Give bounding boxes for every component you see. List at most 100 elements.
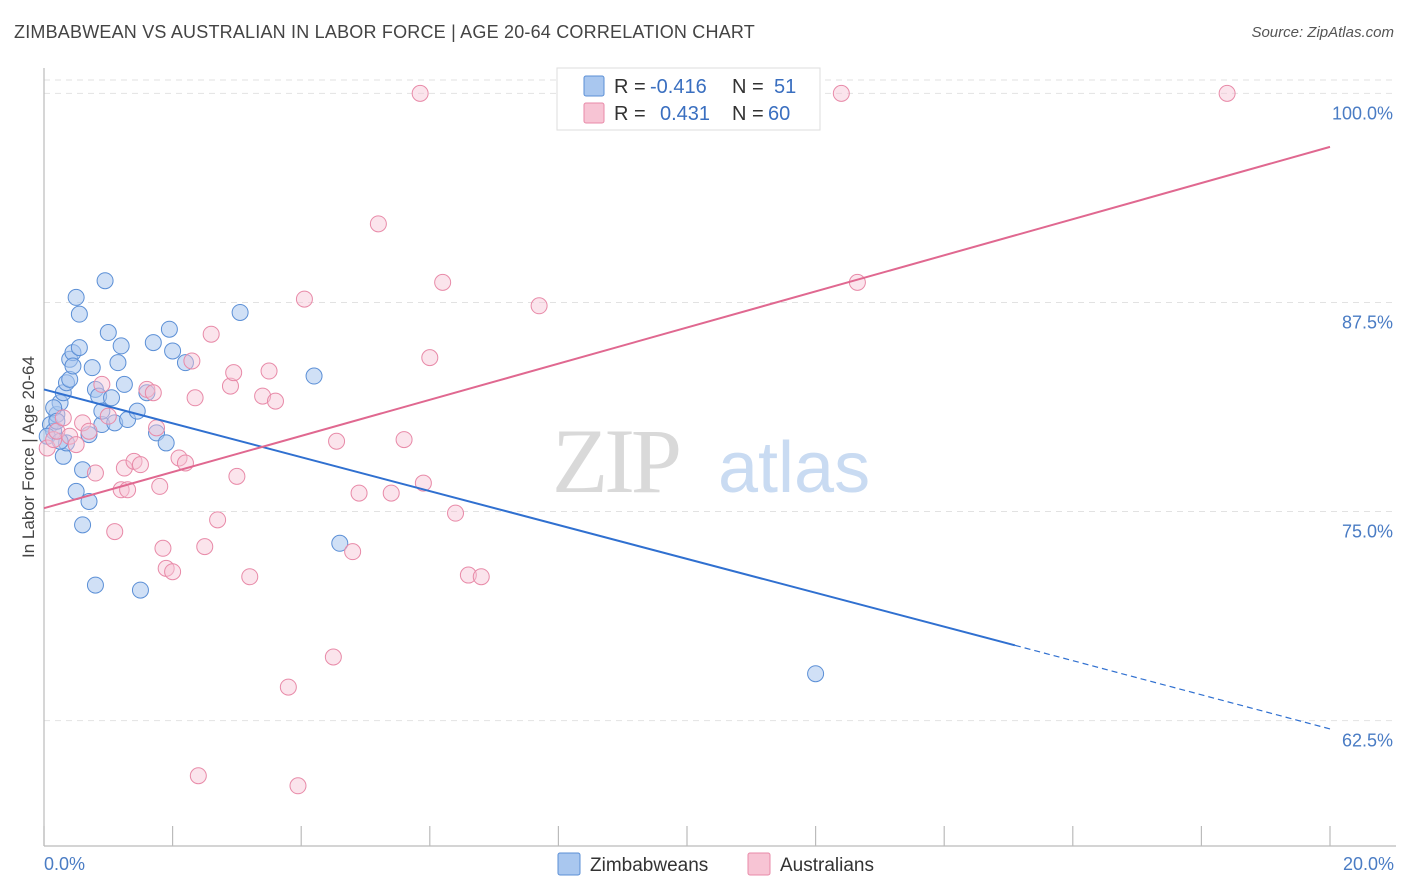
australian-point <box>209 511 227 529</box>
series-australians-points <box>38 84 1236 795</box>
correlation-legend: R = -0.416 N = 51 R = 0.431 N = 60 <box>556 67 821 131</box>
y-tick-label: 75.0% <box>1342 522 1393 542</box>
zimbabwean-point <box>83 359 101 377</box>
australian-point <box>414 474 432 492</box>
legend-r-value-zimbabweans: -0.416 <box>650 76 707 98</box>
trend-line-zimbabweans-extension <box>1014 644 1331 730</box>
australian-point <box>221 377 239 395</box>
zimbabwean-point <box>96 272 114 290</box>
trend-lines <box>43 145 1331 730</box>
legend-n-value-zimbabweans: 51 <box>774 76 796 98</box>
australian-point <box>266 392 284 410</box>
zimbabwean-point <box>64 357 82 375</box>
zimbabwean-point <box>305 367 323 385</box>
australian-point <box>99 407 117 425</box>
australian-point <box>289 777 307 795</box>
australian-point <box>80 422 98 440</box>
legend-r-label-australians: R = <box>614 103 646 125</box>
australian-point <box>832 84 850 102</box>
australian-point <box>369 215 387 233</box>
zimbabwean-point <box>112 337 130 355</box>
legend-n-value-australians: 60 <box>768 103 790 125</box>
australian-point <box>131 456 149 474</box>
australian-point <box>254 387 272 405</box>
bottom-legend-swatch-australians <box>747 852 771 876</box>
zimbabwean-point <box>131 581 149 599</box>
australian-point <box>148 419 166 437</box>
australian-point <box>279 678 297 696</box>
zimbabwean-point <box>109 354 127 372</box>
australian-point <box>154 539 172 557</box>
australian-point <box>260 362 278 380</box>
zimbabwean-point <box>115 375 133 393</box>
y-tick-label: 62.5% <box>1342 731 1393 751</box>
australian-point <box>447 504 465 522</box>
legend-swatch-zimbabweans <box>583 75 605 97</box>
zimbabwean-point <box>331 534 349 552</box>
australian-point <box>106 523 124 541</box>
australian-point <box>93 375 111 393</box>
zimbabwean-point <box>807 665 825 683</box>
zimbabwean-point <box>74 461 92 479</box>
australian-point <box>67 436 85 454</box>
australian-point <box>241 568 259 586</box>
trend-line-australians <box>43 145 1331 510</box>
zimbabwean-point <box>74 516 92 534</box>
zimbabwean-point <box>164 342 182 360</box>
australian-point <box>395 431 413 449</box>
x-tick-label-min: 0.0% <box>44 854 85 874</box>
australian-point <box>144 384 162 402</box>
legend-n-label-zimbabweans: N = <box>732 76 764 98</box>
australian-point <box>848 273 866 291</box>
zimbabwean-point <box>176 354 194 372</box>
australian-point <box>186 389 204 407</box>
bottom-legend-label-zimbabweans: Zimbabweans <box>590 855 708 876</box>
australian-point <box>189 767 207 785</box>
zimbabwean-point <box>128 402 146 420</box>
australian-point <box>350 484 368 502</box>
zimbabwean-point <box>99 324 117 342</box>
bottom-legend-swatch-zimbabweans <box>557 852 581 876</box>
australian-point <box>202 325 220 343</box>
australian-point <box>183 352 201 370</box>
australian-point <box>225 364 243 382</box>
australian-point <box>74 414 92 432</box>
watermark-atlas: atlas <box>718 428 870 508</box>
australian-point <box>38 439 56 457</box>
australian-point <box>86 464 104 482</box>
zimbabwean-point <box>144 334 162 352</box>
australian-point <box>328 432 346 450</box>
series-legend: Zimbabweans Australians <box>557 852 874 876</box>
watermark: ZIP atlas <box>552 410 870 512</box>
australian-point <box>151 477 169 495</box>
australian-point <box>115 459 133 477</box>
trend-line-zimbabweans <box>43 388 1016 647</box>
y-tick-label: 100.0% <box>1332 103 1393 123</box>
zimbabwean-point <box>67 288 85 306</box>
y-tick-label: 87.5% <box>1342 312 1393 332</box>
australian-point <box>228 467 246 485</box>
australian-point <box>164 563 182 581</box>
australian-point <box>344 543 362 561</box>
zimbabwean-point <box>103 389 121 407</box>
y-axis-label: In Labor Force | Age 20-64 <box>19 356 38 558</box>
australian-point <box>54 409 72 427</box>
legend-r-value-australians: 0.431 <box>660 103 710 125</box>
legend-r-label-zimbabweans: R = <box>614 76 646 98</box>
legend-swatch-australians <box>583 102 605 124</box>
zimbabwean-point <box>157 434 175 452</box>
australian-point <box>382 484 400 502</box>
zimbabwean-point <box>160 320 178 338</box>
australian-point <box>530 297 548 315</box>
australian-point <box>472 568 490 586</box>
zimbabwean-point <box>70 339 88 357</box>
australian-point <box>434 273 452 291</box>
bottom-legend-label-australians: Australians <box>780 855 874 876</box>
zimbabwean-point <box>70 305 88 323</box>
legend-n-label-australians: N = <box>732 103 764 125</box>
x-axis-ticks <box>43 826 1331 846</box>
australian-point <box>295 290 313 308</box>
australian-point <box>196 538 214 556</box>
y-tick-labels: 62.5% 75.0% 87.5% 100.0% <box>1332 103 1393 750</box>
